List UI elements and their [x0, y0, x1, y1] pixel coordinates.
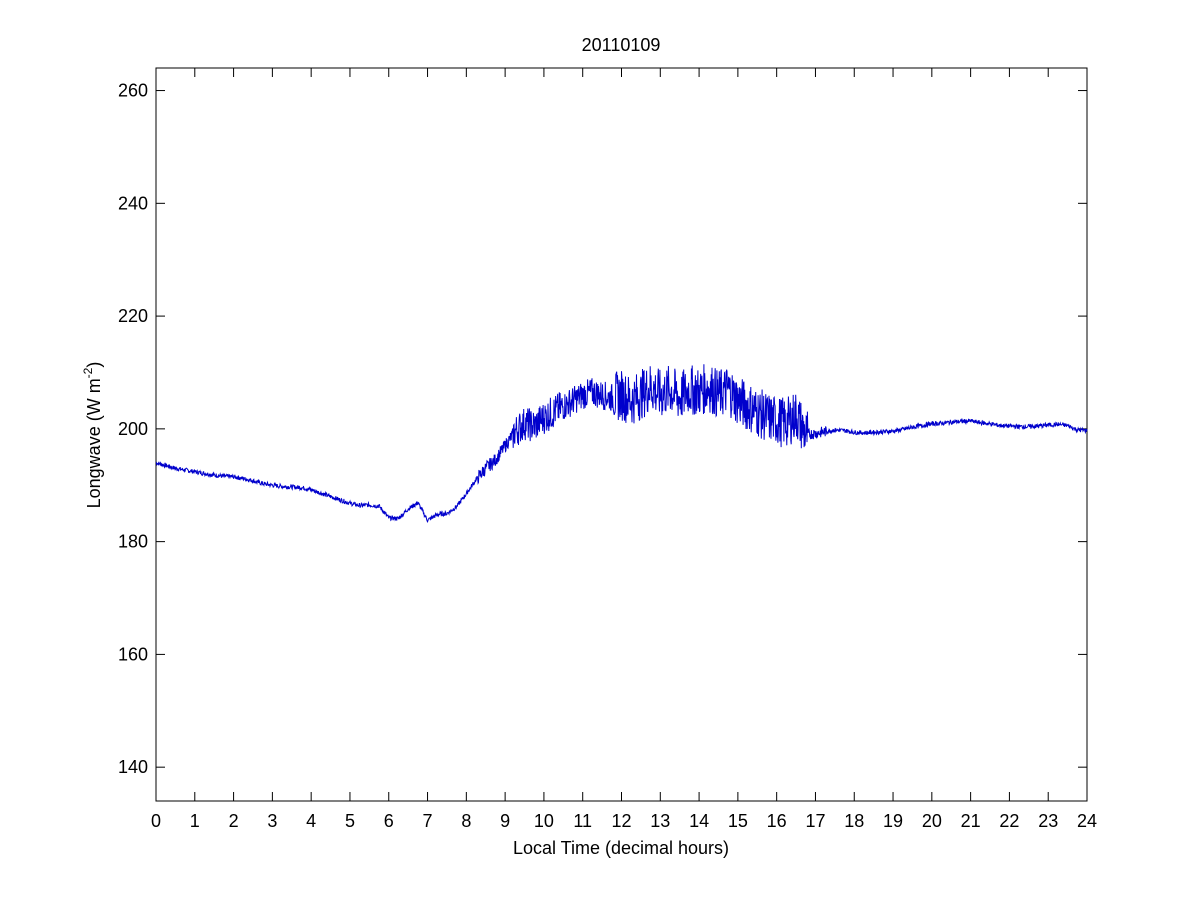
y-tick-label: 220 [118, 306, 148, 326]
x-tick-label: 3 [267, 811, 277, 831]
x-tick-label: 14 [689, 811, 709, 831]
x-tick-label: 7 [423, 811, 433, 831]
chart-title: 20110109 [582, 35, 661, 55]
x-tick-label: 19 [883, 811, 903, 831]
y-tick-label: 260 [118, 81, 148, 101]
y-tick-label: 180 [118, 532, 148, 552]
x-tick-label: 6 [384, 811, 394, 831]
x-tick-label: 1 [190, 811, 200, 831]
x-tick-label: 15 [728, 811, 748, 831]
x-tick-label: 16 [767, 811, 787, 831]
x-tick-label: 12 [611, 811, 631, 831]
series-line [155, 364, 1088, 523]
y-tick-labels: 140 160 180 200 220 240 260 [118, 81, 148, 778]
y-axis-label: Longwave (W m-2) [81, 362, 104, 509]
y-axis-label-sup: -2 [81, 367, 95, 378]
y-axis-label-close: ) [84, 362, 104, 368]
x-tick-labels: 0 1 2 3 4 5 6 7 8 9 10 11 12 13 14 15 16 17 18 19 20 21 22 23 24 [151, 811, 1097, 831]
x-tick-label: 23 [1038, 811, 1058, 831]
x-tick-label: 2 [229, 811, 239, 831]
plot-area [155, 67, 1088, 802]
x-tick-label: 4 [306, 811, 316, 831]
x-tick-label: 11 [573, 811, 592, 831]
x-tick-label: 8 [461, 811, 471, 831]
y-tick-label: 240 [118, 193, 148, 213]
y-tick-label: 140 [118, 757, 148, 777]
x-axis-label: Local Time (decimal hours) [513, 838, 729, 858]
y-axis-label-main: Longwave (W m [84, 378, 104, 508]
x-tick-label: 10 [534, 811, 554, 831]
x-tick-label: 21 [961, 811, 981, 831]
x-tick-label: 22 [999, 811, 1019, 831]
x-tick-label: 20 [922, 811, 942, 831]
x-tick-label: 0 [151, 811, 161, 831]
x-tick-label: 5 [345, 811, 355, 831]
tick-marks [155, 68, 1088, 801]
x-tick-label: 9 [500, 811, 510, 831]
x-tick-label: 18 [844, 811, 864, 831]
x-tick-label: 13 [650, 811, 670, 831]
y-tick-label: 200 [118, 419, 148, 439]
y-tick-label: 160 [118, 644, 148, 664]
x-tick-label: 24 [1077, 811, 1097, 831]
x-tick-label: 17 [805, 811, 825, 831]
